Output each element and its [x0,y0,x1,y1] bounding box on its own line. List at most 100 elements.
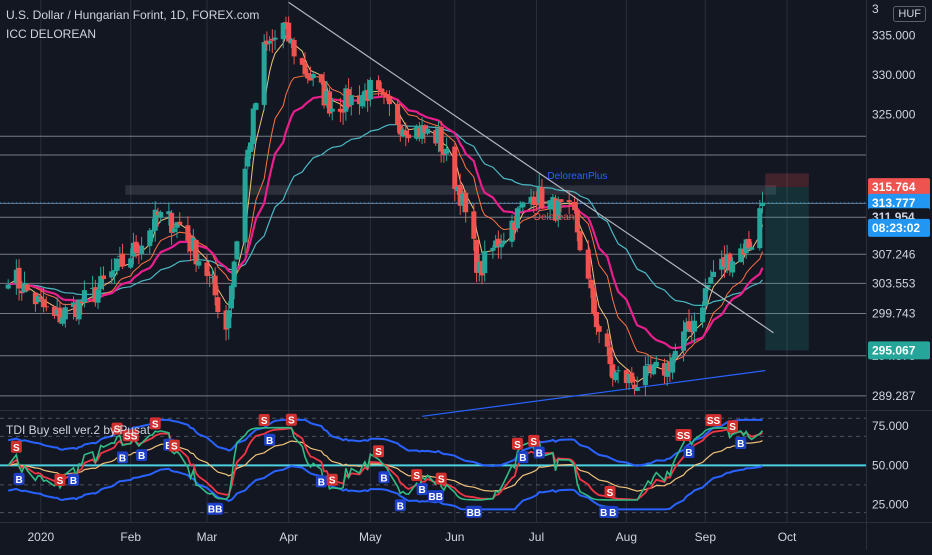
price-candle[interactable] [670,353,676,380]
tdi-sell-badge[interactable]: SS [122,429,139,442]
price-candle[interactable] [90,275,96,299]
price-candle[interactable] [166,202,172,226]
price-candle[interactable] [495,230,501,259]
downtrend-line[interactable] [288,1,774,334]
price-candle[interactable] [738,243,744,263]
price-candle[interactable] [190,228,196,258]
price-candle[interactable] [367,77,373,107]
tdi-buy-badge[interactable]: B [735,436,747,450]
price-candle[interactable] [62,303,68,328]
price-candle[interactable] [133,235,139,259]
price-candle[interactable] [318,73,324,85]
price-candle[interactable] [362,83,368,108]
price-candle[interactable] [629,367,635,386]
price-candle[interactable] [689,315,695,341]
price-candle[interactable] [32,292,38,312]
price-candle[interactable] [547,199,553,221]
price-candle[interactable] [51,305,57,319]
price-candle[interactable] [376,75,382,97]
tdi-sell-badge[interactable]: S [511,437,523,451]
price-candle[interactable] [81,280,87,308]
tdi-sell-badge[interactable]: S [285,413,297,427]
price-candle[interactable] [136,243,142,265]
price-candle[interactable] [476,254,482,282]
price-candle[interactable] [215,285,221,319]
price-candle[interactable] [288,38,294,48]
price-candle[interactable] [395,99,401,133]
price-candle[interactable] [326,87,333,117]
price-candle[interactable] [746,231,752,250]
price-candle[interactable] [653,355,659,369]
price-candle[interactable] [667,353,673,382]
price-candle[interactable] [321,71,327,109]
price-candle[interactable] [550,194,556,211]
price-candle[interactable] [280,22,286,49]
price-candle[interactable] [272,29,278,50]
tdi-sell-badge[interactable]: S [604,485,616,499]
price-candle[interactable] [498,234,504,260]
price-candle[interactable] [553,194,559,223]
price-candle[interactable] [41,286,47,313]
stop-zone[interactable] [765,173,809,188]
tdi-rsi-line[interactable] [7,426,764,501]
price-candle[interactable] [397,116,403,142]
tdi-sell-badge[interactable]: SS [675,429,692,442]
price-candle[interactable] [139,236,145,260]
price-candle[interactable] [343,84,349,121]
price-candle[interactable] [425,124,431,136]
price-candle[interactable] [177,212,183,227]
tdi-sell-badge[interactable]: S [258,413,270,427]
price-candle[interactable] [378,81,384,98]
price-candle[interactable] [708,270,714,285]
price-candle[interactable] [569,201,575,206]
price-candle[interactable] [482,240,488,282]
price-candle[interactable] [13,259,19,295]
price-candle[interactable] [405,129,412,143]
price-candle[interactable] [479,260,485,285]
tdi-buy-badge[interactable]: B [117,451,129,464]
price-candle[interactable] [528,188,534,210]
tdi-buy-badge[interactable]: B [315,475,327,488]
tdi-upper-band[interactable] [7,418,763,468]
price-candle[interactable] [340,100,346,125]
price-candle[interactable] [305,69,311,84]
price-candle[interactable] [509,215,515,248]
price-candle[interactable] [286,16,292,44]
price-candle[interactable] [76,299,82,325]
price-candle[interactable] [130,232,136,265]
price-candle[interactable] [593,299,599,335]
price-candle[interactable] [307,66,313,81]
price-candle[interactable] [299,57,305,65]
price-candle[interactable] [223,305,229,341]
price-badge[interactable]: 08:23:02 [868,218,930,237]
price-candle[interactable] [283,16,289,30]
price-candle[interactable] [757,199,763,251]
price-candle[interactable] [512,215,518,240]
price-candle[interactable] [149,218,156,243]
tdi-buy-badge[interactable]: BB [465,505,482,519]
price-candle[interactable] [612,370,618,383]
price-candle[interactable] [264,31,270,51]
price-candle[interactable] [615,366,621,384]
price-candle[interactable] [79,298,85,315]
price-badge[interactable]: 315.764 [868,178,930,197]
price-candle[interactable] [517,200,523,212]
price-candle[interactable] [245,146,251,170]
price-candle[interactable] [574,199,580,242]
price-candle[interactable] [700,301,706,328]
price-candle[interactable] [185,216,191,253]
price-candle[interactable] [19,281,25,301]
price-candle[interactable] [269,29,275,53]
price-candle[interactable] [452,142,458,202]
price-candle[interactable] [626,373,632,390]
price-candle[interactable] [310,71,316,87]
price-candle[interactable] [438,120,444,163]
price-candle[interactable] [253,102,259,111]
price-candle[interactable] [109,258,115,283]
price-candle[interactable] [645,355,651,376]
price-candle[interactable] [683,317,689,345]
price-candle[interactable] [607,341,613,377]
price-candle[interactable] [596,324,602,344]
price-candle[interactable] [114,257,120,276]
price-candle[interactable] [514,207,520,233]
